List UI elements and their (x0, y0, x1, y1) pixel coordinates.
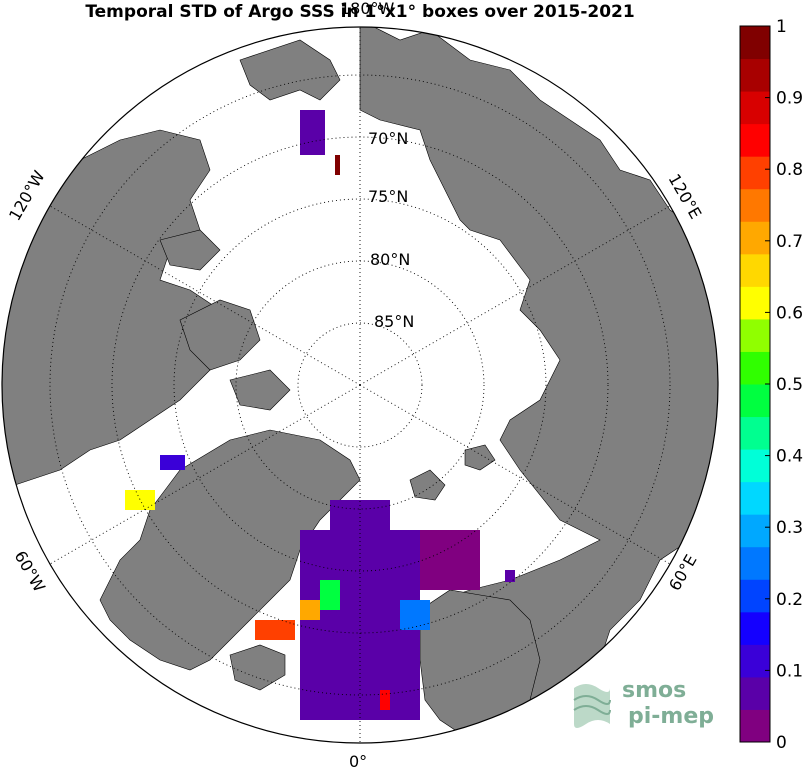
colorbar-cell (740, 416, 770, 450)
colorbar-cell (740, 709, 770, 743)
colorbar-tick-label: 0.2 (776, 590, 803, 610)
colorbar-cell (740, 611, 770, 645)
colorbar-cell (740, 579, 770, 613)
colorbar-tick-label: 0.5 (776, 375, 803, 395)
lat-label-75: 75°N (368, 187, 408, 206)
logo-waves-icon (573, 684, 611, 728)
colorbar-tick-label: 0 (776, 733, 787, 753)
colorbar-cell (740, 644, 770, 678)
colorbar-tick-label: 0.4 (776, 447, 803, 467)
colorbar-cell (740, 123, 770, 157)
colorbar-cell (740, 286, 770, 320)
colorbar-cell (740, 514, 770, 548)
colorbar-cell (740, 188, 770, 222)
colorbar-cell (740, 676, 770, 710)
map-title: Temporal STD of Argo SSS in 1°x1° boxes … (85, 2, 635, 22)
colorbar-tick-label: 0.8 (776, 160, 803, 180)
graticule (49, 27, 671, 743)
lon-label-180w: 180°W (340, 0, 395, 18)
colorbar-tick-label: 0.9 (776, 89, 803, 109)
colorbar-cell (740, 481, 770, 515)
colorbar-cell (740, 449, 770, 483)
colorbar-tick-label: 0.7 (776, 232, 803, 252)
colorbar-tick-label: 1 (776, 17, 787, 37)
colorbar-cell (740, 156, 770, 190)
logo-line2: pi-mep (628, 704, 715, 729)
colorbar-cell (740, 318, 770, 352)
colorbar-cells (740, 26, 770, 743)
lat-label-85: 85°N (374, 312, 414, 331)
map-frame (1, 26, 719, 744)
colorbar-cell (740, 384, 770, 418)
land-masses (2, 27, 718, 741)
colorbar-cell (740, 58, 770, 92)
colorbar-cell (740, 91, 770, 125)
lat-label-70: 70°N (368, 129, 408, 148)
polar-map: 70°N 75°N 80°N 85°N 180°W 120°W 60°W 0° … (1, 0, 719, 770)
colorbar-cell (740, 546, 770, 580)
logo-line1: smos (622, 678, 687, 703)
colorbar-cell (740, 351, 770, 385)
colorbar-cell (740, 253, 770, 287)
lon-label-0: 0° (349, 752, 367, 770)
colorbar-cell (740, 221, 770, 255)
lat-label-80: 80°N (370, 250, 410, 269)
colorbar-cell (740, 26, 770, 60)
colorbar-tick-label: 0.3 (776, 518, 803, 538)
smos-pimep-logo: smos pi-mep (572, 676, 722, 736)
colorbar-tick-label: 0.6 (776, 303, 803, 323)
colorbar-tick-label: 0.1 (776, 661, 803, 681)
